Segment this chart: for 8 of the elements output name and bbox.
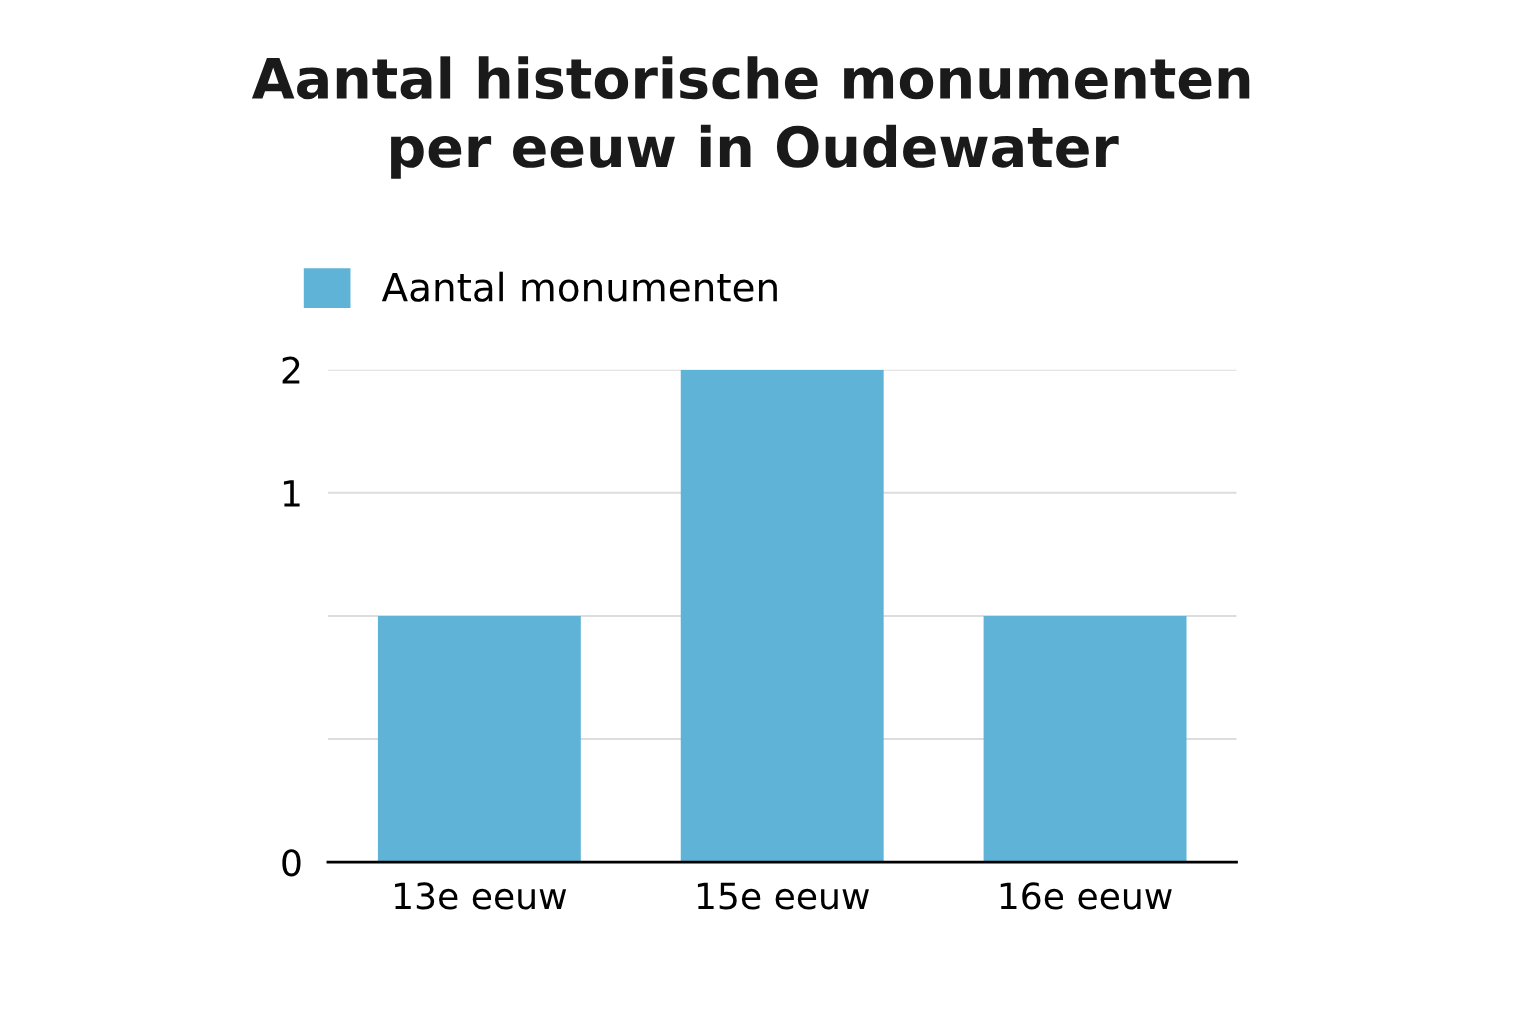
- y-tick-label: 2: [282, 356, 300, 384]
- y-tick-label: 1: [283, 480, 300, 507]
- x-tick-label: 13e eeuw: [395, 882, 567, 910]
- chart-title: Aantal historische monumenten per eeuw in Oudewater: [251, 56, 1250, 179]
- x-tick-label: 15e eeuw: [697, 882, 869, 910]
- x-tick-label: 16e eeuw: [1000, 882, 1172, 910]
- y-tick-label: 0: [282, 849, 301, 877]
- legend-label: Aantal monumenten: [381, 271, 777, 302]
